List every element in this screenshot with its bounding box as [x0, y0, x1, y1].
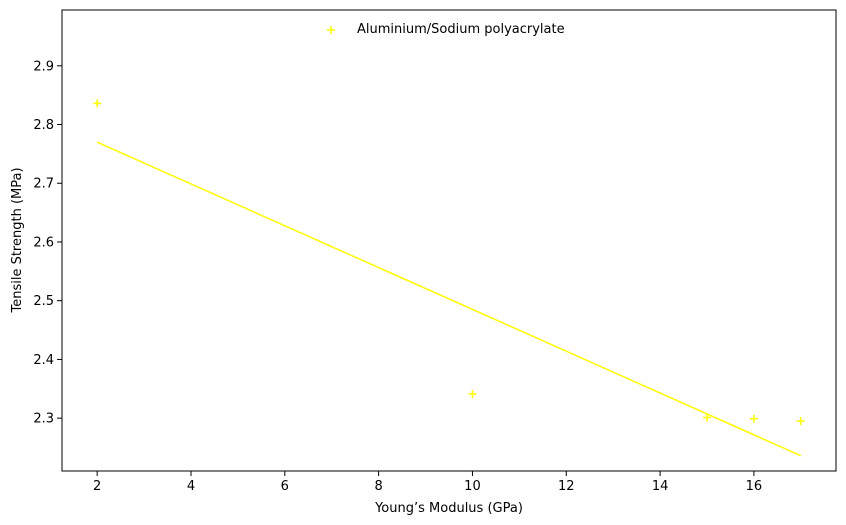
- y-tick-label: 2.9: [33, 59, 54, 74]
- x-tick-label: 4: [187, 479, 195, 494]
- data-point: [703, 413, 711, 422]
- x-tick-label: 12: [558, 479, 575, 494]
- x-tick-label: 16: [746, 479, 763, 494]
- x-axis-label: Young’s Modulus (GPa): [374, 501, 523, 516]
- legend: Aluminium/Sodium polyacrylate: [327, 22, 565, 37]
- data-point: [468, 390, 477, 399]
- data-point: [749, 414, 758, 423]
- y-tick-label: 2.4: [33, 353, 54, 368]
- y-tick-label: 2.5: [33, 294, 54, 309]
- x-tick-label: 10: [464, 479, 481, 494]
- y-axis-label: Tensile Strength (MPa): [10, 167, 25, 313]
- y-tick-label: 2.6: [33, 235, 54, 250]
- data-point: [796, 417, 805, 426]
- plot-area: [61, 9, 837, 472]
- legend-label: Aluminium/Sodium polyacrylate: [357, 22, 565, 37]
- x-tick-label: 6: [281, 479, 289, 494]
- x-axis-ticks: 2 4 6 8 10 12 14 16: [93, 471, 762, 494]
- x-tick-label: 14: [652, 479, 669, 494]
- data-point: [93, 99, 102, 108]
- y-tick-label: 2.8: [33, 118, 54, 133]
- legend-marker-plus: [327, 26, 335, 34]
- y-tick-label: 2.7: [33, 177, 54, 192]
- legend-marker-symbol: [327, 26, 335, 34]
- y-axis-ticks: 2.3 2.4 2.5 2.6 2.7 2.8 2.9: [33, 59, 62, 427]
- scatter-points: [93, 99, 805, 426]
- y-tick-label: 2.3: [33, 412, 54, 427]
- x-tick-label: 2: [93, 479, 101, 494]
- trend-line: [96, 141, 802, 457]
- x-tick-label: 8: [374, 479, 382, 494]
